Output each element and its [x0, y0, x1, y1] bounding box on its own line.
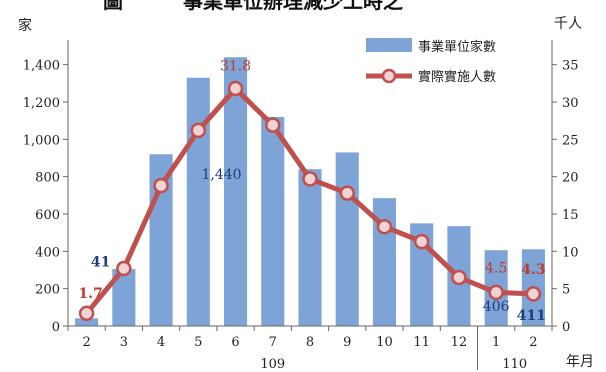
line-point-3 — [190, 122, 207, 139]
left-tick-label: 600 — [35, 208, 60, 223]
legend-line-marker — [381, 68, 397, 84]
line-point-7 — [339, 185, 355, 201]
data-labels: 41 1,440 406 411 1.7 31.8 4.5 4.3 — [78, 59, 546, 324]
x-axis-unit: 年月 — [566, 354, 594, 370]
x-tick-label: 7 — [269, 335, 277, 350]
left-tick-label: 0 — [52, 320, 60, 335]
line-point-6 — [302, 171, 318, 187]
left-tick-label: 200 — [35, 283, 60, 298]
x-tick-label: 4 — [157, 335, 165, 350]
left-tick-label: 400 — [35, 245, 60, 260]
bar-0 — [75, 318, 99, 326]
line-point-0 — [78, 305, 95, 322]
bar-data-label: 411 — [517, 308, 546, 324]
x-tick-label: 12 — [451, 335, 468, 350]
right-tick-label: 5 — [562, 283, 570, 298]
right-tick-label: 15 — [562, 208, 579, 223]
bar-7 — [335, 152, 359, 326]
x-tick-label: 9 — [343, 335, 351, 350]
line-point-12 — [525, 286, 542, 302]
line-point-5 — [265, 117, 281, 133]
left-tick-label: 1,400 — [23, 59, 60, 74]
line-point-11 — [488, 284, 504, 301]
line-point-1 — [116, 260, 132, 277]
right-tick-label: 10 — [562, 245, 579, 260]
x-tick-label: 2 — [529, 335, 537, 350]
line-data-label: 4.5 — [485, 260, 507, 276]
left-tick-label: 800 — [35, 171, 60, 186]
x-tick-label: 8 — [306, 335, 314, 350]
right-tick-label: 0 — [562, 320, 570, 335]
axes: 02004006008001,0001,2001,400051015202530… — [23, 40, 579, 372]
x-tick-label: 3 — [120, 335, 128, 350]
x-tick-label: 2 — [82, 335, 90, 350]
line-point-10 — [451, 269, 467, 286]
bar-4 — [223, 57, 248, 326]
x-tick-label: 11 — [413, 335, 430, 350]
line-data-label: 31.8 — [220, 59, 251, 75]
right-tick-label: 30 — [562, 96, 579, 111]
chart-title-fragment: 圖 事業單位辦理減少工時之 — [103, 0, 403, 13]
line-point-8 — [376, 218, 393, 235]
x-tick-label: 10 — [376, 335, 393, 350]
x-tick-label: 1 — [492, 335, 500, 350]
bar-data-label: 406 — [483, 299, 510, 315]
legend-line-label: 實際實施人數 — [418, 69, 496, 85]
right-tick-label: 35 — [562, 59, 579, 74]
bar-3 — [186, 77, 210, 326]
right-tick-label: 25 — [562, 133, 579, 148]
line-point-4 — [227, 80, 244, 97]
legend-bar-swatch — [366, 38, 412, 52]
year-label-110: 110 — [502, 357, 527, 372]
left-tick-label: 1,200 — [23, 96, 60, 111]
line-data-label: 4.3 — [521, 262, 545, 278]
right-axis-unit: 千人 — [554, 16, 582, 32]
legend-bar-label: 事業單位家數 — [418, 39, 496, 55]
bar-data-label: 1,440 — [201, 167, 241, 183]
year-label-109: 109 — [260, 357, 285, 372]
bar-6 — [298, 169, 322, 326]
left-tick-label: 1,000 — [23, 133, 60, 148]
bar-1 — [112, 269, 136, 326]
right-tick-label: 20 — [562, 171, 579, 186]
line-series — [78, 80, 542, 322]
line-data-label: 1.7 — [78, 286, 102, 302]
line-point-9 — [413, 233, 430, 250]
left-axis-unit: 家 — [18, 17, 32, 34]
bar-5 — [261, 116, 285, 326]
x-tick-label: 5 — [194, 335, 202, 350]
x-tick-label: 6 — [231, 335, 239, 350]
line-point-2 — [153, 177, 169, 194]
bar-data-label: 41 — [91, 254, 110, 270]
